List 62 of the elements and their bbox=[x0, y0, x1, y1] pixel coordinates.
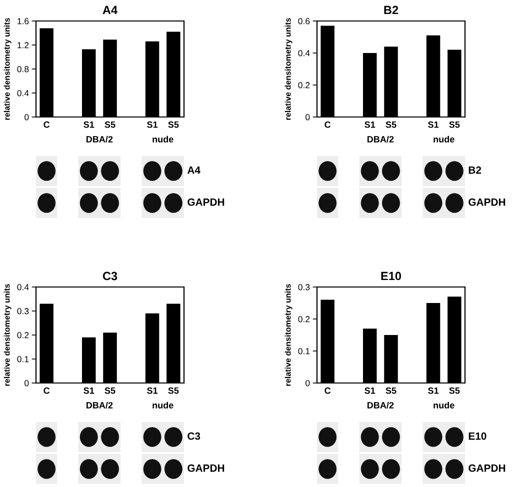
text: nude bbox=[434, 402, 454, 408]
text: GAPDH bbox=[468, 464, 506, 472]
chart-title: A4 bbox=[102, 6, 118, 14]
chart-title: B2 bbox=[384, 6, 398, 14]
text: DBA/2 bbox=[86, 402, 113, 409]
x-tick-label: S5 bbox=[449, 121, 460, 128]
y-tick-label: 0.3 bbox=[298, 284, 310, 290]
chart-title: C3 bbox=[102, 272, 118, 280]
text: nude bbox=[434, 136, 454, 142]
y-tick-label: 0.2 bbox=[298, 82, 310, 88]
y-tick-label: 0 bbox=[306, 114, 310, 120]
text: GAPDH bbox=[188, 198, 224, 206]
y-tick-label: 1.6 bbox=[18, 18, 29, 24]
x-tick-label: S1 bbox=[147, 387, 158, 394]
text: GAPDH bbox=[188, 464, 224, 472]
x-tick-label: S1 bbox=[84, 121, 94, 128]
x-tick-label: S1 bbox=[84, 387, 94, 394]
x-tick-label: C bbox=[324, 121, 331, 128]
text: nude bbox=[152, 402, 174, 408]
y-axis-title: relative densitometry units bbox=[284, 18, 292, 120]
chart-title: E10 bbox=[381, 272, 402, 280]
x-tick-label: S1 bbox=[428, 121, 439, 128]
y-tick-label: 0.3 bbox=[17, 308, 29, 314]
y-tick-label: 0.2 bbox=[298, 316, 310, 322]
text: E10 bbox=[468, 432, 486, 440]
x-tick-label: C bbox=[324, 387, 331, 394]
x-tick-label: S5 bbox=[449, 387, 460, 394]
text: nude bbox=[152, 136, 174, 142]
x-tick-label: S5 bbox=[104, 121, 116, 128]
text: DBA/2 bbox=[367, 136, 394, 143]
y-tick-label: 0.4 bbox=[298, 50, 310, 56]
x-tick-label: S5 bbox=[386, 121, 396, 128]
text: DBA/2 bbox=[367, 402, 394, 409]
x-tick-label: C bbox=[44, 121, 50, 128]
y-tick-label: 1.2 bbox=[18, 42, 29, 48]
y-tick-label: 0.4 bbox=[17, 90, 29, 96]
y-axis-title: relative densitometry units bbox=[284, 284, 292, 386]
y-tick-label: 0 bbox=[24, 114, 29, 120]
y-tick-label: 0.6 bbox=[298, 18, 310, 24]
x-tick-label: S5 bbox=[104, 387, 116, 394]
x-tick-label: C bbox=[44, 387, 50, 394]
text: C3 bbox=[188, 432, 200, 440]
y-tick-label: 0 bbox=[306, 380, 310, 386]
y-tick-label: 0.4 bbox=[17, 284, 29, 290]
y-tick-label: 0.1 bbox=[298, 348, 310, 354]
y-tick-label: 0 bbox=[24, 380, 29, 386]
text: A4 bbox=[187, 166, 200, 174]
y-tick-label: 0.8 bbox=[17, 66, 29, 72]
text: GAPDH bbox=[468, 198, 506, 206]
x-tick-label: S1 bbox=[364, 387, 376, 394]
x-tick-label: S5 bbox=[386, 387, 396, 394]
x-tick-label: S1 bbox=[364, 121, 376, 128]
x-tick-label: S5 bbox=[168, 121, 179, 128]
text: DBA/2 bbox=[86, 136, 113, 143]
x-tick-label: S1 bbox=[428, 387, 439, 394]
y-tick-label: 0.1 bbox=[17, 356, 29, 362]
x-tick-label: S5 bbox=[168, 387, 179, 394]
text: B2 bbox=[468, 166, 482, 174]
x-tick-label: S1 bbox=[147, 121, 158, 128]
y-axis-title: relative densitometry units bbox=[4, 284, 12, 386]
y-tick-label: 0.2 bbox=[17, 332, 29, 338]
y-axis-title: relative densitometry units bbox=[4, 18, 12, 120]
